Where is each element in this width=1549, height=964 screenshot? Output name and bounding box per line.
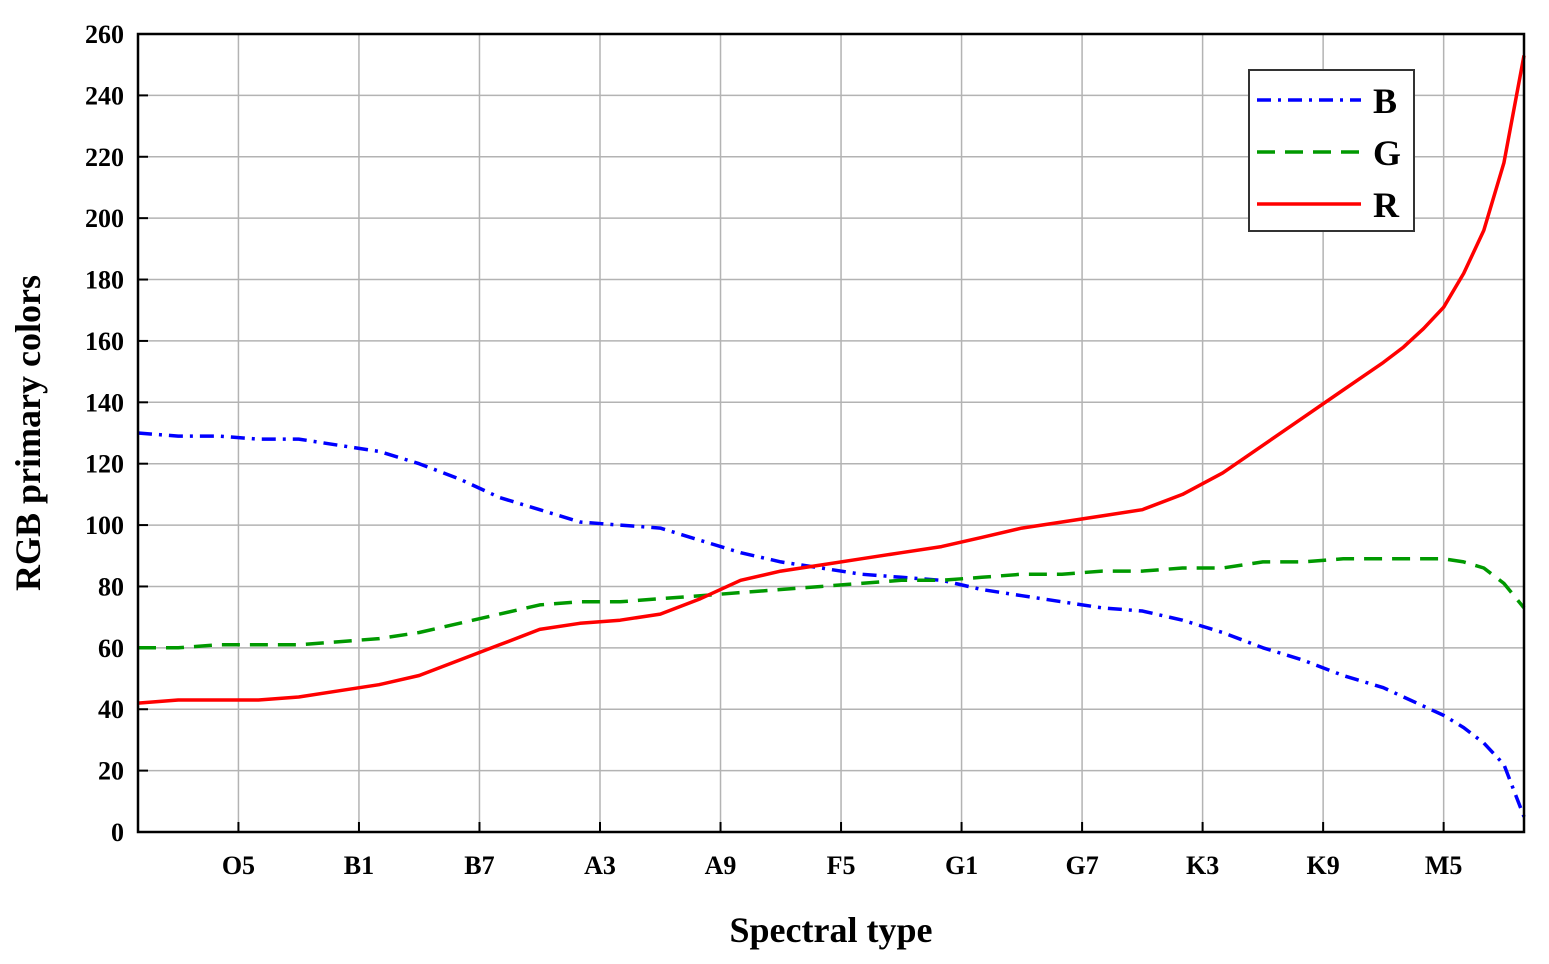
y-tick-label: 60 xyxy=(98,634,124,663)
y-tick-label: 140 xyxy=(85,388,124,417)
x-tick-label: F5 xyxy=(827,851,856,880)
y-tick-label: 20 xyxy=(98,757,124,786)
y-tick-label: 260 xyxy=(85,20,124,49)
y-tick-label: 120 xyxy=(85,450,124,479)
y-tick-label: 0 xyxy=(111,818,124,847)
series-line-b xyxy=(137,431,1526,818)
x-tick-label: B7 xyxy=(464,851,494,880)
legend-label-g: G xyxy=(1373,133,1401,173)
plot-frame xyxy=(136,32,1526,834)
y-tick-label: 240 xyxy=(85,81,124,110)
x-axis-title: Spectral type xyxy=(730,910,933,950)
y-tick-label: 40 xyxy=(98,695,124,724)
x-tick-label: O5 xyxy=(222,851,255,880)
series-line-g xyxy=(138,557,1526,650)
x-tick-label: A9 xyxy=(705,851,737,880)
y-tick-label: 200 xyxy=(85,204,124,233)
legend-label-b: B xyxy=(1373,81,1397,121)
y-tick-label: 220 xyxy=(85,143,124,172)
y-tick-labels: 0 20 40 60 80 100 120 140 160 180 200 220 240 260 xyxy=(85,20,124,847)
y-tick-label: 180 xyxy=(85,266,124,295)
x-tick-label: M5 xyxy=(1425,851,1463,880)
y-tick-label: 100 xyxy=(85,511,124,540)
series-lines xyxy=(137,55,1526,818)
legend-label-r: R xyxy=(1373,185,1400,225)
x-tick-labels: O5 B1 B7 A3 A9 F5 G1 G7 K3 K9 M5 xyxy=(222,851,1463,880)
series-line-r xyxy=(137,55,1526,705)
x-tick-label: A3 xyxy=(584,851,616,880)
y-tick-label: 80 xyxy=(98,572,124,601)
x-tick-label: K9 xyxy=(1307,851,1340,880)
x-tick-label: G1 xyxy=(945,851,978,880)
y-tick-label: 160 xyxy=(85,327,124,356)
y-axis-title: RGB primary colors xyxy=(8,275,48,591)
x-tick-label: K3 xyxy=(1186,851,1219,880)
x-tick-label: B1 xyxy=(344,851,374,880)
legend: BGR xyxy=(1248,69,1415,232)
x-tick-label: G7 xyxy=(1065,851,1098,880)
